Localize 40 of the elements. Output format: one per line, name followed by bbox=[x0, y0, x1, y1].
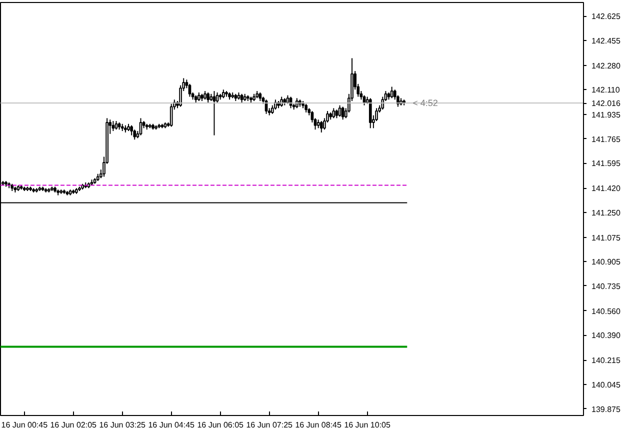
x-tick-label: 16 Jun 03:25 bbox=[99, 420, 146, 430]
y-tick-label: 140.390 bbox=[592, 331, 621, 340]
y-tick-label: 141.595 bbox=[592, 159, 621, 168]
candlestick bbox=[368, 98, 372, 129]
x-tick-label: 16 Jun 08:45 bbox=[295, 420, 342, 430]
y-tick-label: 140.215 bbox=[592, 356, 621, 366]
y-tick-label: 141.935 bbox=[592, 110, 621, 120]
candlestick bbox=[130, 124, 133, 136]
y-tick-label: 141.075 bbox=[592, 233, 621, 242]
x-tick-label: 16 Jun 06:05 bbox=[197, 420, 244, 430]
candlestick bbox=[133, 129, 136, 140]
y-tick-label: 142.455 bbox=[592, 36, 621, 46]
x-tick-label: 16 Jun 07:25 bbox=[246, 420, 294, 430]
y-tick-label: 142.110 bbox=[592, 86, 620, 95]
y-tick-label: 142.625 bbox=[592, 12, 621, 22]
ref-line-label: 142.016 bbox=[592, 99, 621, 108]
x-tick-label: 16 Jun 00:45 bbox=[1, 420, 48, 430]
candlestick bbox=[188, 83, 192, 98]
y-tick-label: 141.765 bbox=[592, 134, 621, 144]
y-tick-label: 139.875 bbox=[592, 404, 621, 414]
x-tick-label: 16 Jun 10:05 bbox=[344, 420, 392, 430]
y-tick-label: 141.420 bbox=[592, 184, 621, 194]
candlestick bbox=[320, 120, 323, 133]
annotation: < 4:52 bbox=[412, 98, 438, 108]
y-tick-label: 142.280 bbox=[592, 61, 621, 70]
candlestick bbox=[139, 118, 142, 136]
y-tick-label: 140.045 bbox=[592, 380, 621, 390]
candlestick bbox=[206, 92, 210, 103]
candlestick bbox=[390, 86, 394, 99]
candlestick bbox=[341, 106, 344, 120]
candlestick bbox=[338, 104, 342, 118]
y-tick-label: 140.560 bbox=[592, 306, 621, 316]
x-tick-label: 16 Jun 02:05 bbox=[50, 420, 98, 430]
x-tick-label: 16 Jun 04:45 bbox=[148, 420, 196, 430]
candlestick bbox=[170, 103, 173, 128]
y-tick-label: 140.905 bbox=[592, 258, 621, 267]
y-tick-label: 141.250 bbox=[592, 208, 621, 218]
y-tick-label: 140.735 bbox=[592, 282, 621, 291]
candlestick bbox=[332, 108, 336, 119]
candlestick bbox=[280, 96, 284, 108]
